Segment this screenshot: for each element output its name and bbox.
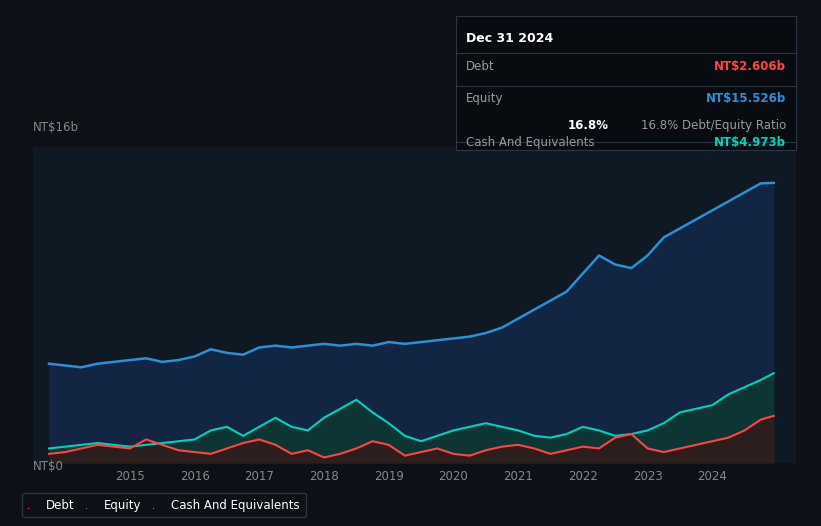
Text: NT$16b: NT$16b: [33, 121, 79, 134]
Text: Debt: Debt: [466, 60, 494, 73]
Text: Dec 31 2024: Dec 31 2024: [466, 32, 553, 45]
Text: 16.8% Debt/Equity Ratio: 16.8% Debt/Equity Ratio: [641, 119, 787, 132]
Legend: Debt, Equity, Cash And Equivalents: Debt, Equity, Cash And Equivalents: [22, 493, 305, 518]
Text: 16.8%: 16.8%: [568, 119, 609, 132]
Text: Equity: Equity: [466, 92, 503, 105]
Text: NT$15.526b: NT$15.526b: [706, 92, 787, 105]
Text: Cash And Equivalents: Cash And Equivalents: [466, 136, 594, 148]
Text: NT$0: NT$0: [33, 460, 64, 473]
Text: NT$4.973b: NT$4.973b: [714, 136, 787, 148]
Text: NT$2.606b: NT$2.606b: [714, 60, 787, 73]
